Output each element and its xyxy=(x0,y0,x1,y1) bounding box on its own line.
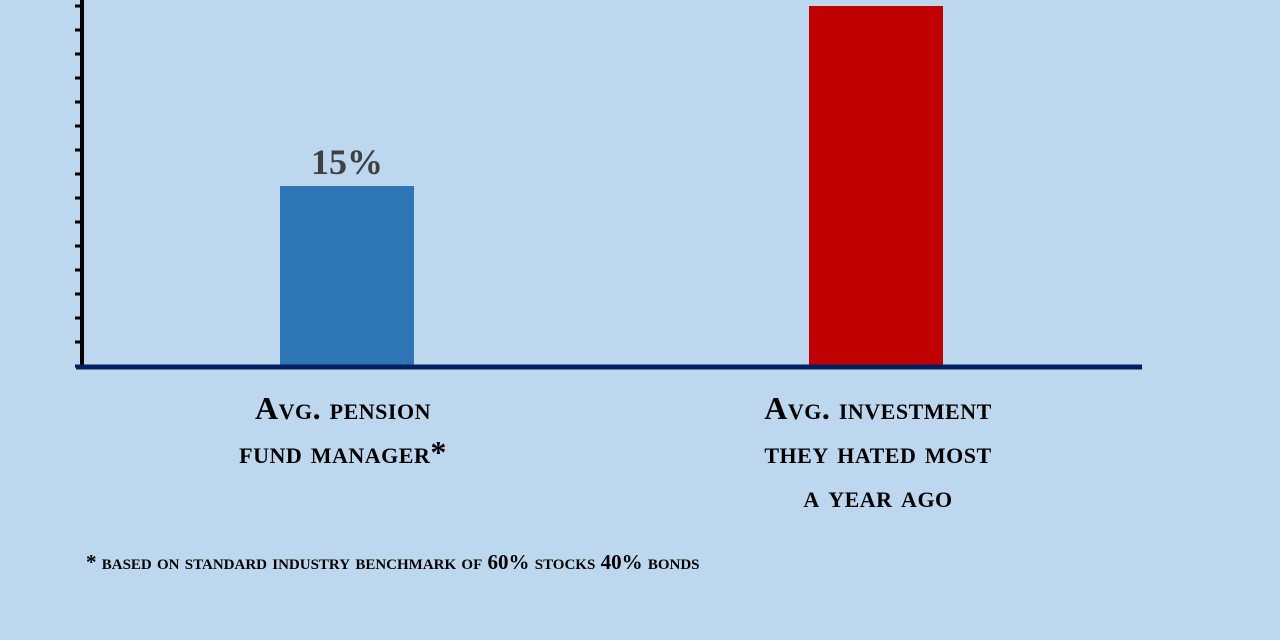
bar-2 xyxy=(809,6,943,366)
category-label-line: they hated most xyxy=(764,434,992,470)
category-label-hated-investment: Avg. investment they hated most a year a… xyxy=(678,386,1078,518)
value-label: 15% xyxy=(311,142,383,182)
category-label-line: Avg. investment xyxy=(764,390,992,426)
category-label-line: a year ago xyxy=(803,478,953,514)
category-label-pension-fund-manager: Avg. pension fund manager* xyxy=(143,386,543,474)
footnote: * based on standard industry benchmark o… xyxy=(86,550,700,574)
category-label-line: fund manager* xyxy=(239,434,447,470)
bar-1 xyxy=(280,186,414,366)
category-label-line: Avg. pension xyxy=(255,390,431,426)
